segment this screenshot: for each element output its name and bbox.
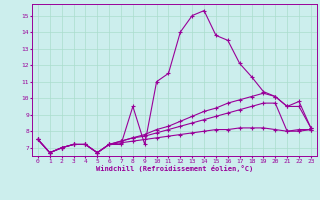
X-axis label: Windchill (Refroidissement éolien,°C): Windchill (Refroidissement éolien,°C): [96, 165, 253, 172]
